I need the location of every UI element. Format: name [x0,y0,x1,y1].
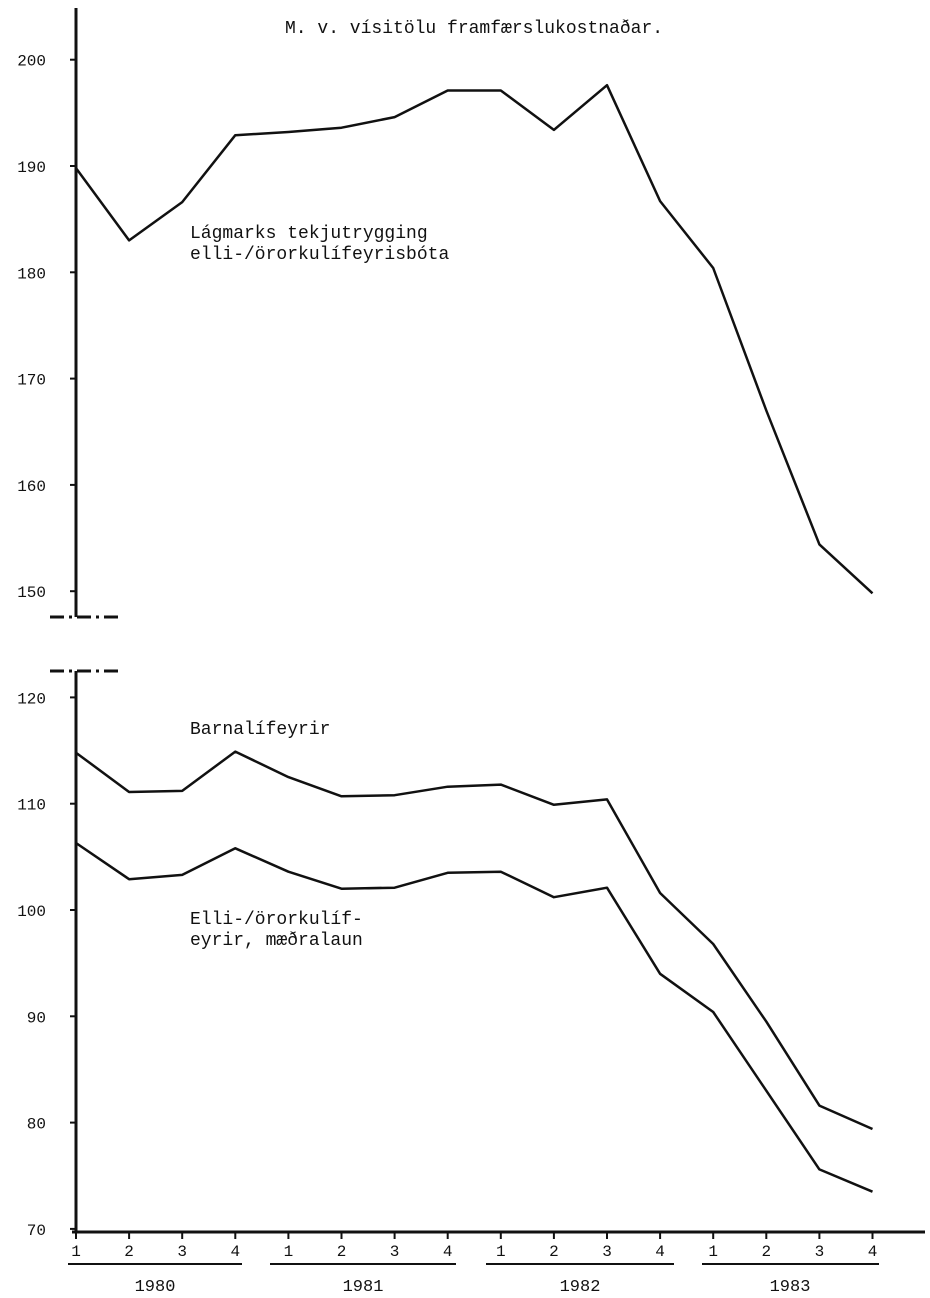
y-tick-label: 200 [17,53,46,71]
x-tick-label: 3 [602,1243,612,1261]
y-tick-label: 150 [17,584,46,602]
y-tick-label: 110 [17,797,46,815]
x-tick-label: 3 [815,1243,825,1261]
x-tick-label: 2 [124,1243,134,1261]
y-tick-label: 80 [27,1116,46,1134]
y-tick-label: 120 [17,690,46,708]
x-tick-label: 4 [655,1243,665,1261]
year-label: 1983 [770,1278,811,1297]
lower-y-axis: 70 80 90 100 110 120 [17,671,78,1240]
x-tick-label: 4 [443,1243,453,1261]
upper-y-axis: 150 160 170 180 190 200 [17,8,78,617]
y-tick-label: 160 [17,478,46,496]
year-labels: 1980 1981 1982 1983 [68,1263,879,1297]
series-lines [74,83,874,1193]
y-tick-label: 90 [27,1009,46,1027]
series-line-1 [75,750,874,1131]
series-label-barnalifeyrir: Barnalífeyrir [190,720,330,740]
y-tick-label: 70 [27,1222,46,1240]
series-label-elli: Elli-/örorkulíf- [190,910,363,930]
x-tick-label: 1 [496,1243,506,1261]
year-label: 1982 [560,1278,601,1297]
x-tick-label: 1 [71,1243,81,1261]
series-label-elli: eyrir, mæðralaun [190,931,363,951]
series-line-0 [74,83,874,595]
x-tick-label: 4 [868,1243,878,1261]
x-tick-label: 1 [284,1243,294,1261]
y-tick-label: 170 [17,372,46,390]
year-label: 1980 [135,1278,176,1297]
series-line-2 [75,841,873,1193]
x-tick-label: 3 [390,1243,400,1261]
axis-break [50,615,118,673]
y-tick-label: 180 [17,265,46,283]
series-labels: Lágmarks tekjutrygging elli-/örorkulífey… [190,224,449,951]
x-tick-label: 3 [177,1243,187,1261]
x-tick-labels: 1 2 3 4 1 2 3 4 1 2 3 4 1 2 3 4 [71,1232,877,1261]
x-tick-label: 2 [549,1243,559,1261]
y-tick-label: 190 [17,159,46,177]
x-tick-label: 2 [337,1243,347,1261]
x-tick-label: 2 [761,1243,771,1261]
y-tick-label: 100 [17,903,46,921]
x-tick-label: 1 [708,1243,718,1261]
series-label-lagmarks: elli-/örorkulífeyrisbóta [190,245,449,265]
chart-title: M. v. vísitölu framfærslukostnaðar. [285,19,663,39]
x-tick-label: 4 [230,1243,240,1261]
series-label-lagmarks: Lágmarks tekjutrygging [190,224,428,244]
year-label: 1981 [343,1278,384,1297]
